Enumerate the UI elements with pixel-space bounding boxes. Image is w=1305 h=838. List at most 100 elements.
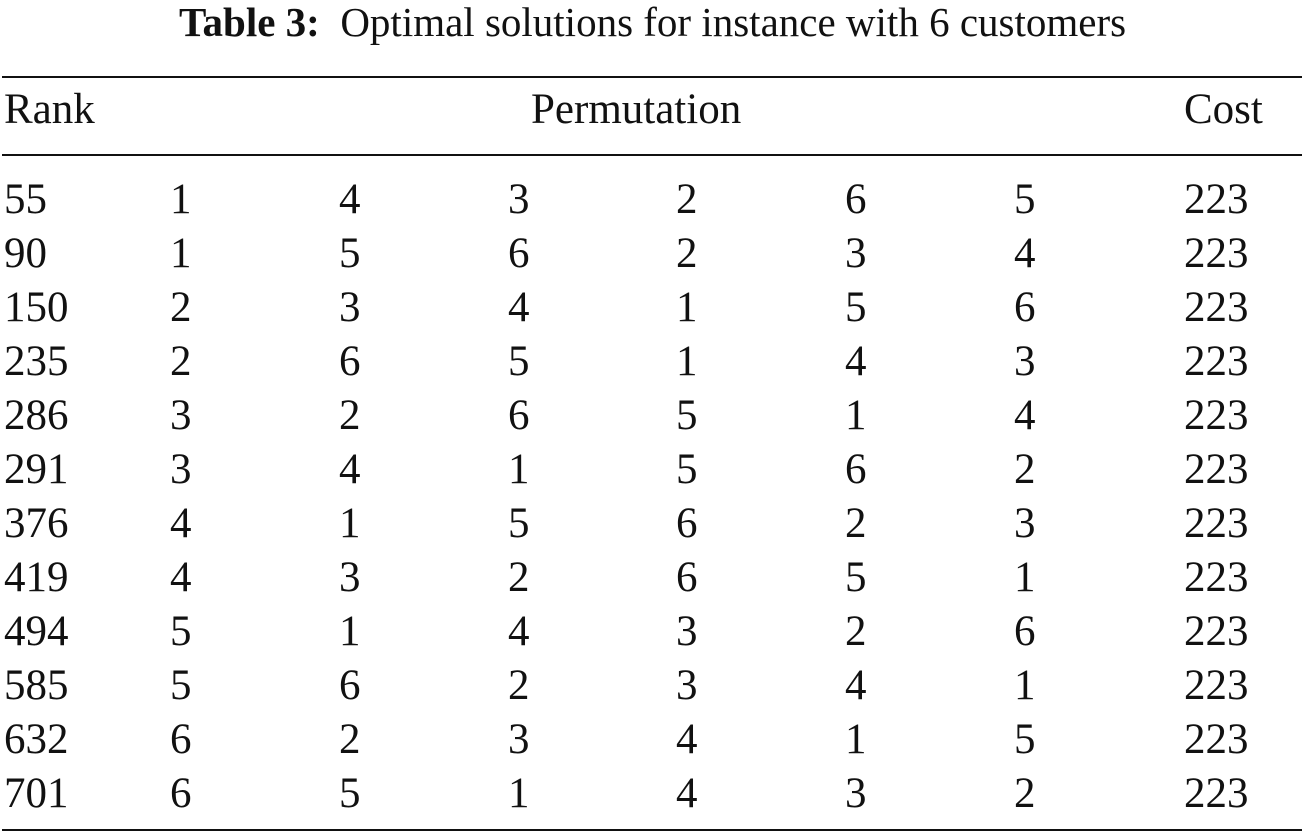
cell-permutation-1: 4 <box>170 554 192 601</box>
cell-permutation-6: 4 <box>1014 230 1036 277</box>
cell-permutation-6: 4 <box>1014 392 1036 439</box>
bottom-rule <box>2 829 1302 831</box>
table-row: 150 2 3 4 1 5 6 223 <box>0 280 1305 334</box>
cell-cost: 223 <box>1184 338 1249 385</box>
cell-permutation-4: 5 <box>676 392 698 439</box>
cell-permutation-6: 2 <box>1014 770 1036 817</box>
cell-permutation-1: 1 <box>170 176 192 223</box>
cell-permutation-5: 2 <box>845 608 867 655</box>
cell-cost: 223 <box>1184 716 1249 763</box>
table-row: 419 4 3 2 6 5 1 223 <box>0 550 1305 604</box>
cell-permutation-6: 1 <box>1014 662 1036 709</box>
cell-permutation-4: 6 <box>676 554 698 601</box>
cell-permutation-3: 4 <box>508 284 530 331</box>
table-row: 494 5 1 4 3 2 6 223 <box>0 604 1305 658</box>
cell-permutation-1: 3 <box>170 446 192 493</box>
cell-permutation-4: 6 <box>676 500 698 547</box>
cell-permutation-5: 5 <box>845 554 867 601</box>
table-row: 235 2 6 5 1 4 3 223 <box>0 334 1305 388</box>
cell-permutation-3: 2 <box>508 662 530 709</box>
cell-permutation-2: 2 <box>339 392 361 439</box>
cell-permutation-3: 4 <box>508 608 530 655</box>
cell-permutation-1: 2 <box>170 284 192 331</box>
cell-permutation-5: 4 <box>845 662 867 709</box>
cell-cost: 223 <box>1184 500 1249 547</box>
table-caption: Table 3: Optimal solutions for instance … <box>0 0 1305 52</box>
cell-permutation-1: 4 <box>170 500 192 547</box>
cell-rank: 419 <box>4 554 69 601</box>
cell-permutation-3: 1 <box>508 446 530 493</box>
cell-cost: 223 <box>1184 446 1249 493</box>
cell-cost: 223 <box>1184 608 1249 655</box>
cell-permutation-5: 5 <box>845 284 867 331</box>
cell-permutation-4: 2 <box>676 176 698 223</box>
cell-permutation-1: 6 <box>170 716 192 763</box>
cell-permutation-2: 4 <box>339 446 361 493</box>
cell-cost: 223 <box>1184 392 1249 439</box>
table-row: 55 1 4 3 2 6 5 223 <box>0 172 1305 226</box>
table-row: 90 1 5 6 2 3 4 223 <box>0 226 1305 280</box>
table-header: Rank Permutation Cost <box>0 84 1305 140</box>
cell-permutation-1: 3 <box>170 392 192 439</box>
cell-cost: 223 <box>1184 176 1249 223</box>
cell-permutation-1: 5 <box>170 608 192 655</box>
table-row: 701 6 5 1 4 3 2 223 <box>0 766 1305 820</box>
cell-permutation-3: 2 <box>508 554 530 601</box>
cell-permutation-5: 4 <box>845 338 867 385</box>
cell-permutation-3: 3 <box>508 176 530 223</box>
cell-permutation-2: 3 <box>339 284 361 331</box>
cell-rank: 376 <box>4 500 69 547</box>
cell-permutation-2: 1 <box>339 608 361 655</box>
cell-permutation-4: 1 <box>676 284 698 331</box>
table-row: 291 3 4 1 5 6 2 223 <box>0 442 1305 496</box>
cell-cost: 223 <box>1184 230 1249 277</box>
cell-permutation-3: 1 <box>508 770 530 817</box>
table-row: 632 6 2 3 4 1 5 223 <box>0 712 1305 766</box>
cell-cost: 223 <box>1184 554 1249 601</box>
cell-permutation-4: 1 <box>676 338 698 385</box>
table-row: 585 5 6 2 3 4 1 223 <box>0 658 1305 712</box>
header-permutation: Permutation <box>531 86 742 133</box>
cell-rank: 632 <box>4 716 69 763</box>
cell-permutation-5: 6 <box>845 176 867 223</box>
cell-permutation-4: 4 <box>676 770 698 817</box>
cell-rank: 90 <box>4 230 47 277</box>
cell-permutation-2: 2 <box>339 716 361 763</box>
cell-cost: 223 <box>1184 284 1249 331</box>
top-rule <box>2 76 1302 78</box>
cell-permutation-5: 1 <box>845 392 867 439</box>
header-rule <box>2 154 1302 156</box>
cell-permutation-5: 3 <box>845 770 867 817</box>
cell-rank: 235 <box>4 338 69 385</box>
cell-permutation-4: 3 <box>676 662 698 709</box>
cell-permutation-3: 6 <box>508 230 530 277</box>
cell-permutation-2: 5 <box>339 770 361 817</box>
cell-permutation-6: 6 <box>1014 284 1036 331</box>
cell-rank: 291 <box>4 446 69 493</box>
cell-permutation-5: 2 <box>845 500 867 547</box>
cell-permutation-5: 6 <box>845 446 867 493</box>
header-rank: Rank <box>4 86 95 133</box>
cell-permutation-5: 1 <box>845 716 867 763</box>
cell-permutation-6: 3 <box>1014 338 1036 385</box>
cell-rank: 585 <box>4 662 69 709</box>
cell-permutation-6: 5 <box>1014 176 1036 223</box>
table-row: 376 4 1 5 6 2 3 223 <box>0 496 1305 550</box>
cell-permutation-6: 6 <box>1014 608 1036 655</box>
cell-permutation-2: 3 <box>339 554 361 601</box>
cell-permutation-4: 4 <box>676 716 698 763</box>
header-cost: Cost <box>1184 86 1263 133</box>
cell-permutation-5: 3 <box>845 230 867 277</box>
cell-rank: 150 <box>4 284 69 331</box>
cell-permutation-1: 1 <box>170 230 192 277</box>
cell-permutation-1: 2 <box>170 338 192 385</box>
cell-permutation-2: 1 <box>339 500 361 547</box>
cell-cost: 223 <box>1184 770 1249 817</box>
cell-permutation-6: 5 <box>1014 716 1036 763</box>
cell-permutation-3: 5 <box>508 338 530 385</box>
cell-permutation-2: 6 <box>339 338 361 385</box>
cell-rank: 494 <box>4 608 69 655</box>
cell-rank: 55 <box>4 176 47 223</box>
cell-permutation-4: 5 <box>676 446 698 493</box>
cell-rank: 286 <box>4 392 69 439</box>
